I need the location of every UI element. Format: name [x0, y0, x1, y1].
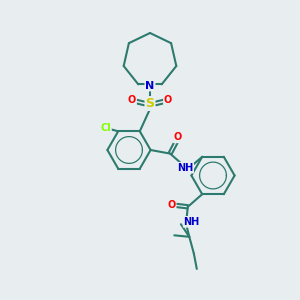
Text: NH: NH — [177, 163, 193, 173]
Text: S: S — [146, 97, 154, 110]
Text: Cl: Cl — [100, 123, 111, 133]
Text: N: N — [146, 80, 154, 91]
Text: NH: NH — [184, 217, 200, 227]
Text: O: O — [167, 200, 176, 210]
Text: O: O — [174, 132, 182, 142]
Text: O: O — [128, 94, 136, 105]
Text: O: O — [164, 94, 172, 105]
